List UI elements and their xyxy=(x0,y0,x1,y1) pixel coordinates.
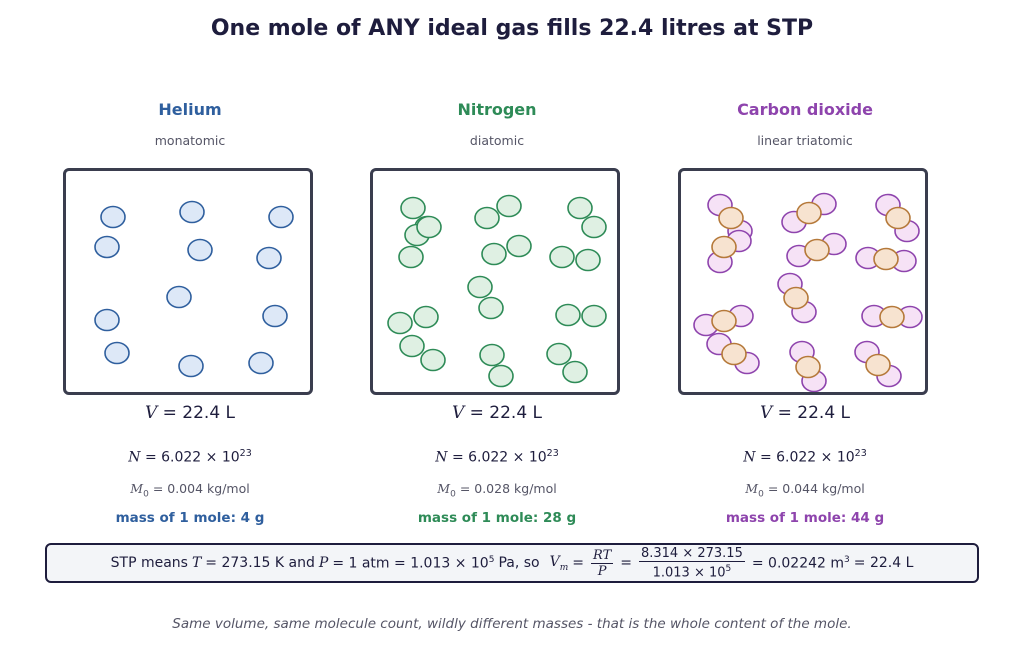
gas-kind-nitrogen: diatomic xyxy=(469,133,525,148)
gas-box-nitrogen xyxy=(370,168,620,395)
page-title: One mole of ANY ideal gas fills 22.4 lit… xyxy=(210,16,814,41)
nitrogen-atom xyxy=(399,334,425,358)
nitrogen-atom xyxy=(506,234,532,258)
gas-name-co2: Carbon dioxide xyxy=(737,100,873,119)
helium-atom xyxy=(256,246,282,270)
stp-formula-box: STP means T = 273.15 K and P = 1 atm = 1… xyxy=(45,543,979,583)
nitrogen-atom xyxy=(420,348,446,372)
carbon-atom xyxy=(711,309,737,333)
nitrogen-atom xyxy=(479,343,505,367)
nitrogen-atom xyxy=(413,305,439,329)
nitrogen-atom xyxy=(400,196,426,220)
helium-atom xyxy=(94,308,120,332)
nitrogen-atom xyxy=(481,242,507,266)
fraction-rt-over-p: RT P xyxy=(591,547,614,579)
helium-atom xyxy=(100,205,126,229)
carbon-atom xyxy=(795,355,821,379)
helium-atom xyxy=(178,354,204,378)
carbon-atom xyxy=(796,201,822,225)
gas-kind-helium: monatomic xyxy=(154,133,226,148)
count-helium: N = 6.022 × 1023 xyxy=(128,448,252,466)
count-co2: N = 6.022 × 1023 xyxy=(743,448,867,466)
nitrogen-atom xyxy=(474,206,500,230)
molar-mass-nitrogen: M0 = 0.028 kg/mol xyxy=(437,481,557,500)
nitrogen-atom xyxy=(581,215,607,239)
nitrogen-atom xyxy=(496,194,522,218)
nitrogen-atom xyxy=(575,248,601,272)
nitrogen-atom xyxy=(398,245,424,269)
volume-co2: V = 22.4 L xyxy=(759,403,851,423)
nitrogen-atom xyxy=(416,215,442,239)
carbon-atom xyxy=(885,206,911,230)
helium-atom xyxy=(187,238,213,262)
carbon-atom xyxy=(783,286,809,310)
helium-atom xyxy=(166,285,192,309)
carbon-atom xyxy=(718,206,744,230)
helium-atom xyxy=(104,341,130,365)
helium-atom xyxy=(262,304,288,328)
nitrogen-atom xyxy=(549,245,575,269)
gas-name-nitrogen: Nitrogen xyxy=(457,100,537,119)
carbon-atom xyxy=(865,353,891,377)
volume-helium: V = 22.4 L xyxy=(144,403,236,423)
nitrogen-atom xyxy=(562,360,588,384)
helium-atom xyxy=(248,351,274,375)
carbon-atom xyxy=(804,238,830,262)
carbon-atom xyxy=(879,305,905,329)
caption: Same volume, same molecule count, wildly… xyxy=(172,616,852,632)
gas-kind-co2: linear triatomic xyxy=(757,133,853,148)
gas-box-helium xyxy=(63,168,313,395)
mass-co2: mass of 1 mole: 44 g xyxy=(725,510,885,526)
co2-molecules xyxy=(693,192,923,392)
molar-mass-helium: M0 = 0.004 kg/mol xyxy=(130,481,250,500)
helium-atom xyxy=(94,235,120,259)
gas-box-co2 xyxy=(678,168,928,395)
nitrogen-atom xyxy=(555,303,581,327)
helium-atom xyxy=(268,205,294,229)
nitrogen-molecules xyxy=(387,194,607,388)
gas-name-helium: Helium xyxy=(158,100,222,119)
fraction-numeric: 8.314 × 273.15 1.013 × 105 xyxy=(638,545,745,581)
nitrogen-atom xyxy=(581,304,607,328)
count-nitrogen: N = 6.022 × 1023 xyxy=(435,448,559,466)
carbon-atom xyxy=(873,247,899,271)
mass-helium: mass of 1 mole: 4 g xyxy=(115,510,265,526)
nitrogen-atom xyxy=(567,196,593,220)
mass-nitrogen: mass of 1 mole: 28 g xyxy=(417,510,577,526)
helium-atom xyxy=(179,200,205,224)
volume-nitrogen: V = 22.4 L xyxy=(451,403,543,423)
nitrogen-atom xyxy=(467,275,493,299)
nitrogen-atom xyxy=(387,311,413,335)
nitrogen-atom xyxy=(488,364,514,388)
molar-mass-co2: M0 = 0.044 kg/mol xyxy=(745,481,865,500)
nitrogen-atom xyxy=(546,342,572,366)
carbon-atom xyxy=(711,235,737,259)
nitrogen-atom xyxy=(478,296,504,320)
carbon-atom xyxy=(721,342,747,366)
helium-molecules xyxy=(94,200,294,378)
